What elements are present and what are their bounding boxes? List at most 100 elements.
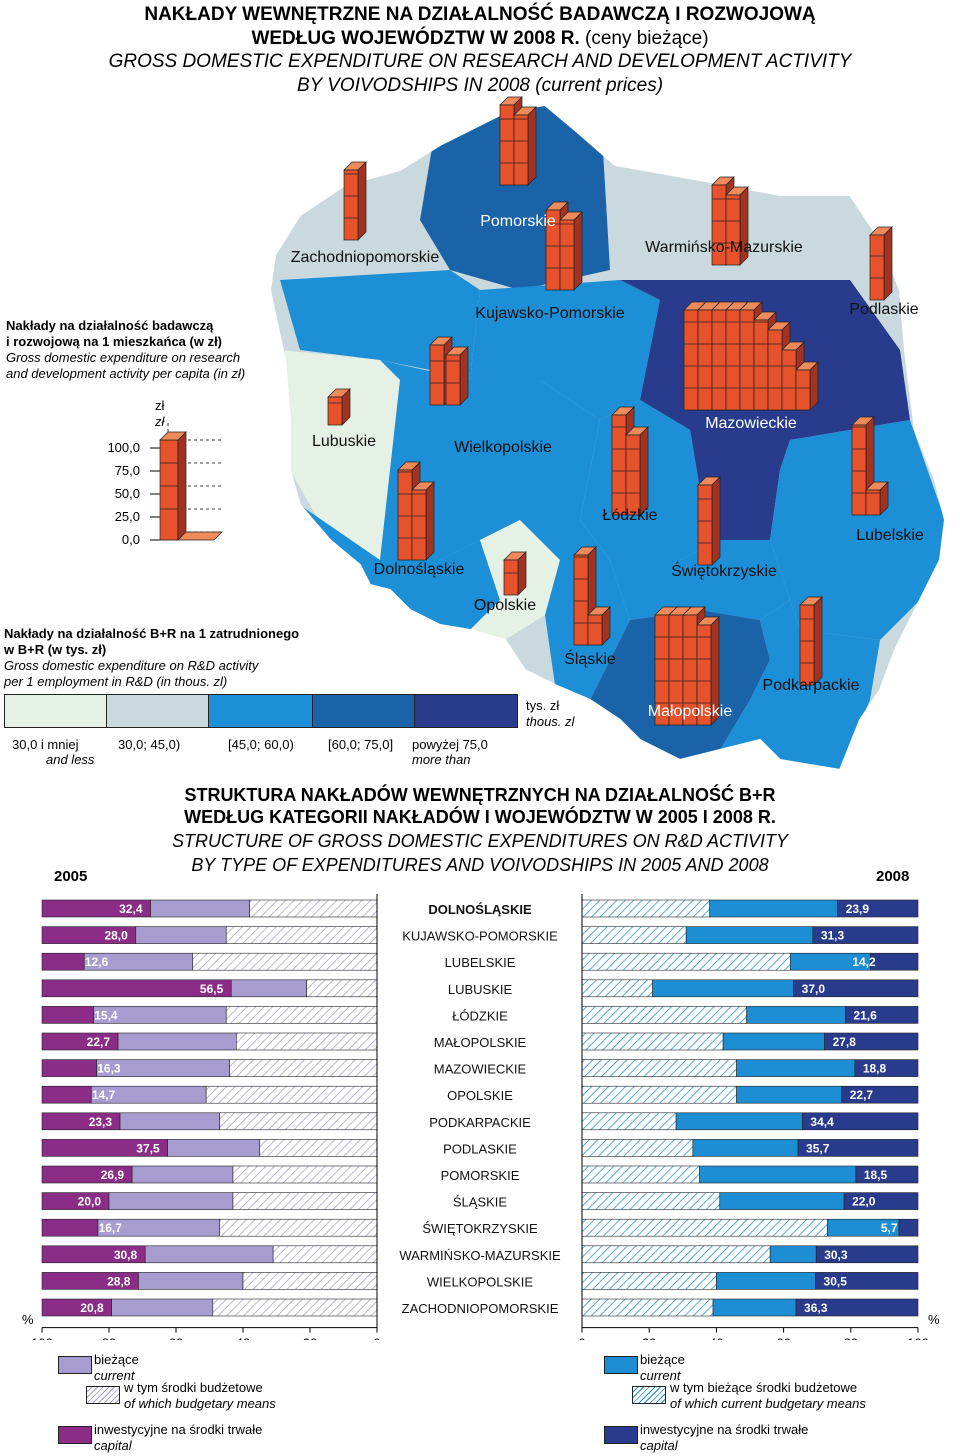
scale-tick-4: 0,0 <box>122 532 140 547</box>
label-2005-capital: 12,6 <box>85 955 109 969</box>
tick-right-4: 80 <box>844 1336 858 1340</box>
category-label: ŚWIĘTOKRZYSKIE <box>422 1221 538 1236</box>
map-label-13: Śląskie <box>564 649 616 668</box>
class-swatch-5 <box>414 694 518 728</box>
label-2005-capital: 26,9 <box>101 1168 125 1182</box>
bar-2008-budgetary <box>581 979 653 998</box>
label-2005-capital: 32,4 <box>119 902 143 916</box>
category-label: KUJAWSKO-POMORSKIE <box>402 929 558 944</box>
bar-2005-budgetary <box>242 1272 378 1290</box>
percapita-unit-pl: zł <box>155 398 165 413</box>
tick-right-0: 0 <box>578 1336 585 1340</box>
row-2005-1: 28,0 <box>41 926 378 944</box>
class-swatch-4 <box>312 694 416 728</box>
unit-right: % <box>928 1312 940 1327</box>
bar-2008-capital <box>815 1245 919 1264</box>
row-2005-11: 20,0 <box>41 1192 378 1210</box>
label-2005-capital: 16,3 <box>97 1062 121 1076</box>
row-2005-2: 12,6 <box>41 952 378 971</box>
bar-2008-current <box>769 1245 817 1264</box>
region-lubuskie <box>280 350 400 560</box>
row-2005-5: 22,7 <box>41 1032 378 1051</box>
category-label: WARMIŃSKO-MAZURSKIE <box>399 1248 561 1263</box>
map-bar <box>668 606 692 726</box>
bar-2005-capital <box>41 952 85 971</box>
bar-2005-budgetary <box>236 1032 378 1051</box>
category-label: LUBUSKIE <box>448 982 513 997</box>
legend-right-budget-pl: w tym bieżące środki budżetowe <box>670 1380 858 1395</box>
legend-left-capital-pl: inwestycyjne na środki trwałe <box>94 1422 263 1437</box>
region-dolnoslaskie <box>300 505 500 630</box>
bar-2008-budgetary <box>581 1059 737 1077</box>
tick-left-1: 80 <box>102 1336 116 1340</box>
row-2005-6: 16,3 <box>41 1059 378 1077</box>
class-label-3-pl: [45,0; 60,0) <box>228 737 294 752</box>
label-2008-capital: 21,6 <box>853 1008 877 1022</box>
title-pl-line2: WEDŁUG WOJEWÓDZTW W 2008 R. (ceny bieżąc… <box>0 27 960 51</box>
bar-2008-capital <box>854 1059 919 1077</box>
label-2005-capital: 20,8 <box>80 1301 104 1315</box>
bar-2005-budgetary <box>225 926 378 944</box>
row-2008-0: 23,9 <box>581 899 919 918</box>
legend-right-budget-en: of which current budgetary means <box>670 1396 866 1411</box>
title-en-line1: GROSS DOMESTIC EXPENDITURE ON RESEARCH A… <box>108 51 852 72</box>
bar-2005-budgetary <box>219 1112 378 1131</box>
scale-tick-0: 100,0 <box>107 440 140 455</box>
bar-2005-current <box>144 1245 274 1264</box>
row-2008-10: 18,5 <box>581 1165 919 1184</box>
bar-2005-current <box>230 979 307 998</box>
map-bar <box>696 616 720 726</box>
bar-2008-current <box>746 1006 846 1024</box>
label-2005-capital: 23,3 <box>89 1115 113 1129</box>
label-2008-capital: 18,5 <box>864 1168 888 1182</box>
class-swatch-2 <box>106 694 210 728</box>
bar-2005-current <box>138 1272 244 1290</box>
row-2008-6: 18,8 <box>581 1059 919 1077</box>
category-label: ZACHODNIOPOMORSKIE <box>402 1301 559 1316</box>
category-label: ŁÓDZKIE <box>452 1008 508 1023</box>
category-label: OPOLSKIE <box>447 1088 513 1103</box>
map-label-1: Zachodniopomorskie <box>291 249 440 266</box>
bar-2008-budgetary <box>581 1006 747 1024</box>
bar-2008-capital <box>841 1085 919 1104</box>
label-2005-capital: 15,4 <box>94 1008 118 1022</box>
legend-right-capital-swatch <box>604 1426 638 1444</box>
label-2008-capital: 31,3 <box>821 929 845 943</box>
label-2005-capital: 22,7 <box>87 1035 111 1049</box>
percapita-title-en-1: Gross domestic expenditure on research <box>6 350 241 365</box>
bar-2008-capital <box>845 1006 919 1024</box>
bar-2008-capital <box>812 926 919 944</box>
structure-chart: 32,4 23,9 DOLNOŚLĄSKIE 28,0 31,3 KUJAWSKO-POM… <box>31 894 929 1340</box>
region-wielkopolskie <box>380 360 600 560</box>
bar-2008-current <box>652 979 794 998</box>
bar-2008-capital <box>843 1192 919 1210</box>
label-2008-capital: 30,5 <box>824 1274 848 1288</box>
label-2008-capital: 34,4 <box>810 1115 834 1129</box>
legend-left-capital-swatch <box>58 1426 92 1444</box>
map-bar <box>865 481 889 516</box>
bar-2005-capital <box>41 1085 92 1104</box>
bar-2008-capital <box>793 979 919 998</box>
percapita-title-pl-1: Nakłady na działalność badawczą <box>6 318 214 333</box>
legend-left-budget-swatch <box>86 1386 120 1404</box>
label-2005-capital: 28,0 <box>104 929 128 943</box>
category-label: MAŁOPOLSKIE <box>434 1035 527 1050</box>
map-bar <box>725 186 749 266</box>
class-legend-title-en-1: Gross domestic expenditure on R&D activi… <box>4 658 259 673</box>
bar-2008-capital <box>802 1112 919 1131</box>
bar-2005-budgetary <box>229 1059 378 1077</box>
map-label-5: Lubuskie <box>312 433 376 450</box>
map-label-3: Podlaskie <box>849 301 918 318</box>
row-2005-13: 30,8 <box>41 1245 378 1264</box>
legend-left-current-pl: bieżące <box>94 1352 139 1367</box>
bar-2005-budgetary <box>232 1165 378 1184</box>
label-2005-capital: 16,7 <box>99 1221 123 1235</box>
row-2005-9: 37,5 <box>41 1139 378 1157</box>
chart-title-en-2: BY TYPE OF EXPENDITURES AND VOIVODSHIPS … <box>191 855 769 875</box>
row-2008-14: 30,5 <box>581 1272 919 1290</box>
percapita-title-pl-2: i rozwojową na 1 mieszkańca (w zł) <box>6 334 223 349</box>
row-2008-13: 30,3 <box>581 1245 919 1264</box>
tick-left-5: 0 <box>373 1336 380 1340</box>
bar-2008-current <box>675 1112 803 1131</box>
map-bar <box>625 426 649 516</box>
